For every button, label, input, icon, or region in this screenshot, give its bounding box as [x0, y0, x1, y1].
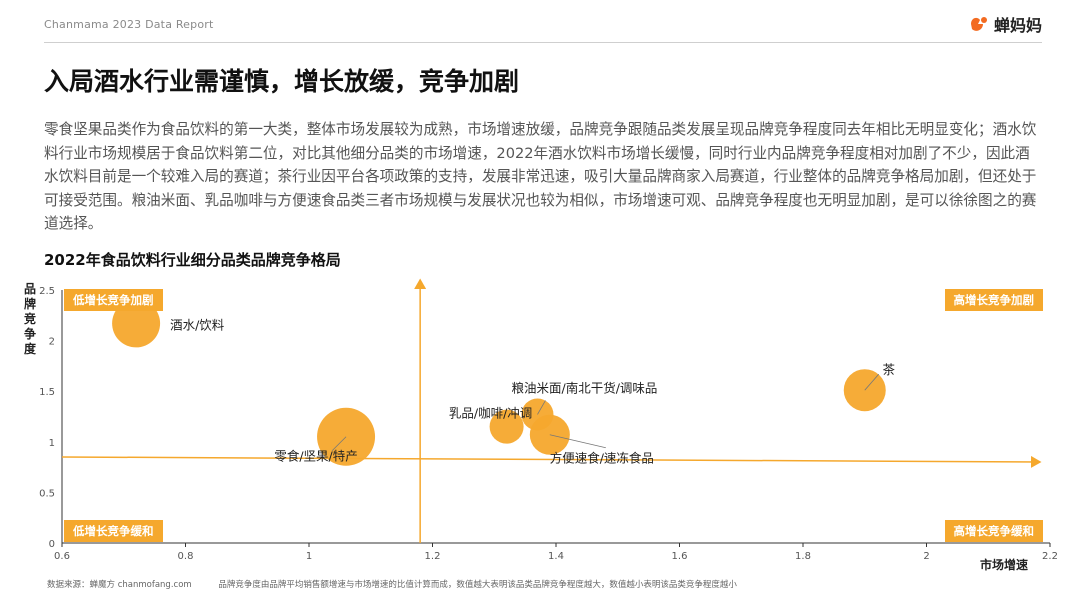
- x-tick-label: 1: [306, 551, 312, 562]
- data-label: 粮油米面/南北干货/调味品: [512, 380, 658, 395]
- leader-line: [537, 400, 546, 415]
- footer-source: 数据来源：蝉魔方 chanmofang.com: [47, 580, 192, 590]
- data-label: 乳品/咖啡/冲调: [449, 406, 532, 421]
- brand-name: 蝉妈妈: [993, 16, 1042, 35]
- data-bubble: [112, 299, 161, 348]
- y-tick-label: 0: [49, 539, 55, 550]
- data-label: 茶: [882, 362, 895, 377]
- x-tick-label: 1.8: [795, 551, 811, 562]
- horizontal-divider: [61, 455, 1042, 468]
- chart-title: 2022年食品饮料行业细分品类品牌竞争格局: [44, 251, 341, 269]
- quadrant-label-top-right: 高增长竞争加剧: [944, 289, 1043, 311]
- leader-line: [864, 373, 880, 391]
- x-tick-label: 1.2: [425, 551, 441, 562]
- x-tick-label: 0.8: [178, 551, 194, 562]
- data-label: 酒水/饮料: [170, 317, 225, 332]
- footer: 数据来源：蝉魔方 chanmofang.com 品牌竞争度由品牌平均销售额增速与…: [47, 578, 761, 590]
- quadrant-label-top-left: 低增长竞争加剧: [64, 289, 163, 311]
- x-axis-label: 市场增速: [980, 558, 1029, 572]
- data-label: 方便速食/速冻食品: [550, 451, 654, 466]
- x-tick-label: 1.4: [548, 551, 564, 562]
- x-tick-label: 0.6: [54, 551, 70, 562]
- cicada-logo-icon: [970, 17, 987, 31]
- page-title: 入局酒水行业需谨慎，增长放缓，竞争加剧: [44, 67, 520, 96]
- summary-paragraph: 零食坚果品类作为食品饮料的第一大类，整体市场发展较为成熟，市场增速放缓，品牌竞争…: [44, 121, 1037, 232]
- y-tick-label: 1.5: [39, 387, 55, 398]
- brand-logo: 蝉妈妈: [968, 12, 1042, 36]
- quadrant-label-bottom-left: 低增长竞争缓和: [64, 520, 163, 542]
- y-tick-label: 2.5: [39, 286, 55, 297]
- data-label: 零食/坚果/特产: [274, 449, 357, 464]
- data-bubble: [489, 409, 524, 444]
- x-tick-label: 1.6: [672, 551, 688, 562]
- x-tick-label: 2: [923, 551, 929, 562]
- quadrant-label-bottom-right: 高增长竞争缓和: [944, 520, 1043, 542]
- footer-note: 品牌竞争度由品牌平均销售额增速与市场增速的比值计算而成，数值越大表明该品类品牌竞…: [218, 580, 737, 590]
- y-axis-label: 品牌竞争度: [24, 282, 37, 356]
- leader-line: [549, 434, 606, 449]
- x-tick-label: 2.2: [1042, 551, 1058, 562]
- y-tick-label: 2: [49, 337, 55, 348]
- report-label: Chanmama 2023 Data Report: [44, 18, 214, 31]
- y-tick-label: 0.5: [39, 488, 55, 499]
- y-tick-label: 1: [49, 438, 55, 449]
- header-divider: [44, 42, 1042, 43]
- leader-line: [331, 436, 347, 452]
